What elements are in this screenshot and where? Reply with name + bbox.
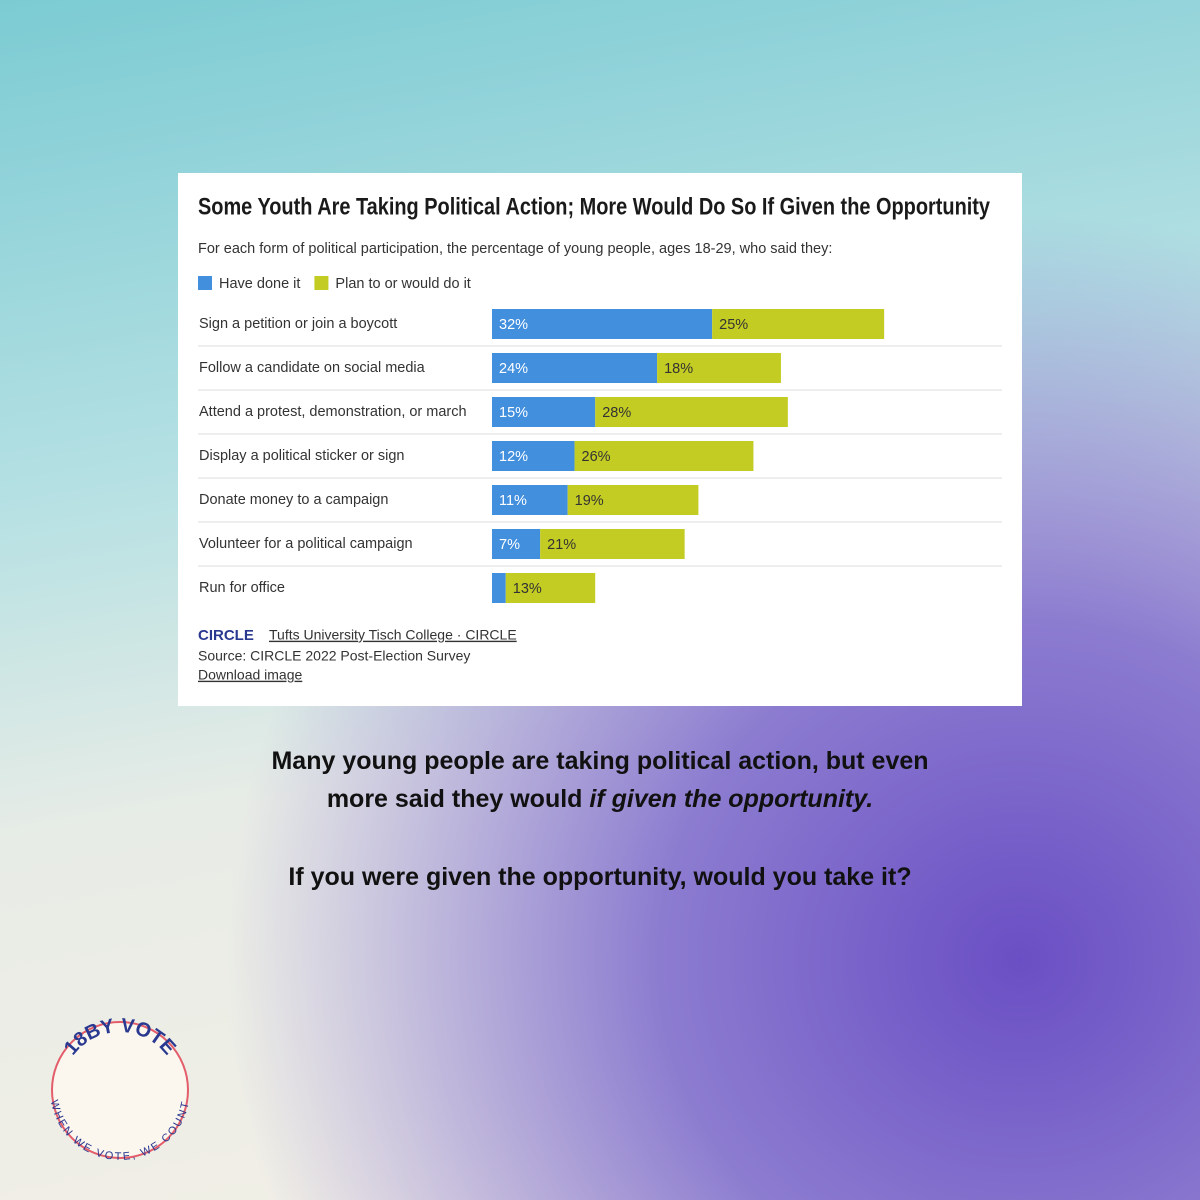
value-label: 25% <box>719 317 748 333</box>
source: Source: CIRCLE 2022 Post-Election Survey <box>198 648 470 664</box>
legend-label: Have done it <box>219 276 300 292</box>
bar-segment <box>492 309 713 339</box>
value-label: 12% <box>499 449 528 465</box>
caption-question: If you were given the opportunity, would… <box>288 863 912 891</box>
bar-segment <box>492 573 506 603</box>
caption-line: Many young people are taking political a… <box>271 747 929 775</box>
value-label: 7% <box>499 537 520 553</box>
chart-title: Some Youth Are Taking Political Action; … <box>198 193 991 220</box>
value-label: 19% <box>575 493 604 509</box>
value-label: 15% <box>499 405 528 421</box>
bar-segment <box>595 397 788 427</box>
legend-swatch <box>198 276 212 290</box>
category-label: Display a political sticker or sign <box>199 448 405 464</box>
bar-segment <box>492 441 575 471</box>
download-link[interactable]: Download image <box>198 667 302 683</box>
value-label: 32% <box>499 317 528 333</box>
category-label: Volunteer for a political campaign <box>199 536 413 552</box>
category-label: Donate money to a campaign <box>199 492 388 508</box>
value-label: 21% <box>547 537 576 553</box>
legend-swatch <box>314 276 329 290</box>
bar-segment <box>574 441 754 471</box>
bar-segment <box>567 485 699 515</box>
chart-subtitle: For each form of political participation… <box>198 241 832 257</box>
bar-segment <box>492 397 596 427</box>
value-label: 13% <box>513 581 542 597</box>
category-label: Sign a petition or join a boycott <box>199 316 397 332</box>
category-label: Attend a protest, demonstration, or marc… <box>199 404 467 420</box>
value-label: 26% <box>582 449 611 465</box>
value-label: 11% <box>499 493 527 509</box>
bar-segment <box>492 353 658 383</box>
value-label: 18% <box>664 361 693 377</box>
caption-text: more said they would <box>326 785 590 813</box>
logo: CIRCLE <box>198 627 254 644</box>
value-label: 24% <box>499 361 528 377</box>
value-label: 28% <box>602 405 631 421</box>
bar-segment <box>492 529 541 559</box>
caption-line: more said they would if given the opport… <box>0 785 1200 814</box>
chart-card <box>178 173 1022 706</box>
badge-circle <box>51 1021 189 1159</box>
credit-org[interactable]: Tufts University Tisch College · CIRCLE <box>269 627 517 643</box>
bar-segment <box>505 573 596 603</box>
category-label: Follow a candidate on social media <box>199 360 426 376</box>
category-label: Run for office <box>199 580 285 596</box>
legend-label: Plan to or would do it <box>335 276 470 292</box>
bar-segment <box>712 309 885 339</box>
caption-emphasis: if given the opportunity. <box>589 785 874 813</box>
bar-segment <box>492 485 568 515</box>
bar-segment <box>540 529 685 559</box>
bar-segment <box>657 353 781 383</box>
